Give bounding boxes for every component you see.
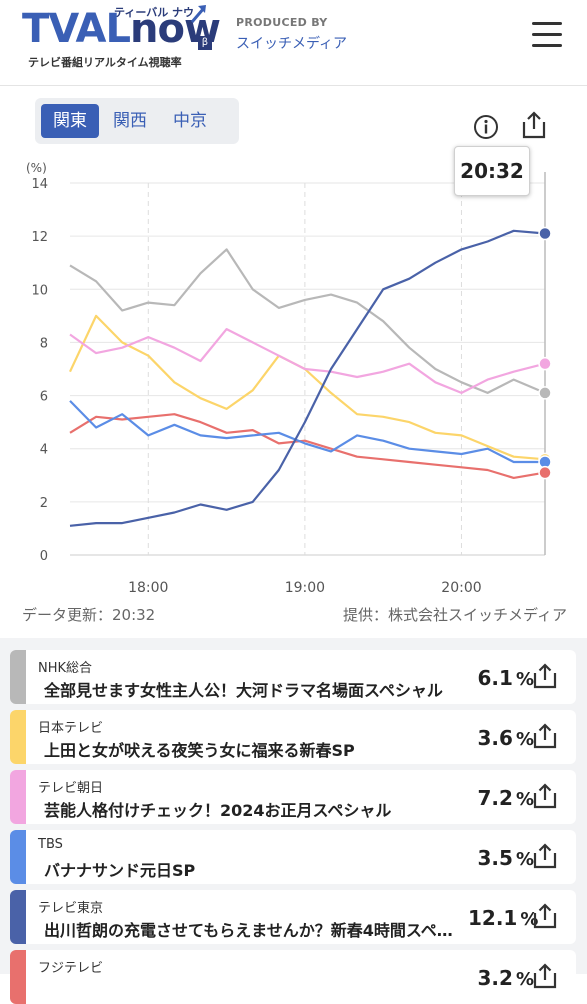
region-tab[interactable]: 関西 (113, 111, 147, 131)
series-end-marker (538, 356, 552, 371)
y-tick-label: 2 (40, 496, 48, 511)
rating-value: 6.1% (477, 666, 534, 690)
x-tick-label: 19:00 (285, 580, 325, 596)
station-color-bar (10, 830, 26, 884)
program-card[interactable]: フジテレビ 3.2% (10, 950, 576, 1004)
program-card[interactable]: TBS バナナサンド元日SP 3.5% (10, 830, 576, 884)
program-card[interactable]: テレビ東京出川哲朗の充電させてもらえませんか？新春4時間スペシャル 12.1% (10, 890, 576, 944)
rating-value: 12.1% (468, 906, 539, 930)
tval-now-logo[interactable]: TVALnow ティーバル ナウ β テレビ番組リアルタイム視聴率 (22, 4, 222, 74)
provider-text: 提供：株式会社スイッチメディア (343, 606, 567, 624)
region-tabs: 関東 関西 中京 (35, 98, 239, 144)
produced-by-label: PRODUCED BY (236, 16, 328, 29)
ratings-line-chart[interactable]: 0 2 4 6 8 10 12 14 (%) 18:00 19:00 20:00 (0, 150, 587, 600)
program-card[interactable]: NHK総合全部見せます女性主人公！大河ドラマ名場面スペシャル 6.1% (10, 650, 576, 704)
station-name: テレビ朝日 (38, 781, 104, 796)
produced-by-name[interactable]: スイッチメディア (236, 36, 348, 52)
region-tab[interactable]: 中京 (173, 111, 207, 131)
station-name: TBS (38, 837, 63, 852)
series-line (69, 400, 545, 464)
rating-value: 7.2% (477, 786, 534, 810)
region-tab[interactable]: 関東 (41, 104, 99, 138)
y-axis-label: (%) (26, 161, 47, 175)
station-color-bar (10, 890, 26, 944)
station-name: NHK総合 (38, 661, 93, 676)
program-card[interactable]: 日本テレビ上田と女が吠える夜笑う女に福来る新春SP 3.6% (10, 710, 576, 764)
program-list: NHK総合全部見せます女性主人公！大河ドラマ名場面スペシャル 6.1% 日本テレビ上… (0, 638, 587, 1004)
produced-by: PRODUCED BY スイッチメディア (236, 16, 347, 53)
y-tick-label: 10 (31, 283, 48, 298)
x-tick-label: 20:00 (441, 580, 481, 596)
logo-subtitle: テレビ番組リアルタイム視聴率 (28, 56, 182, 69)
share-icon[interactable] (532, 662, 558, 690)
station-color-bar (10, 650, 26, 704)
app-header: TVALnow ティーバル ナウ β テレビ番組リアルタイム視聴率 PRODUC… (0, 0, 587, 86)
program-title: 全部見せます女性主人公！大河ドラマ名場面スペシャル (44, 681, 443, 700)
share-icon[interactable] (532, 782, 558, 810)
share-icon[interactable] (532, 902, 558, 930)
rating-value: 3.5% (477, 846, 534, 870)
info-icon[interactable] (473, 114, 499, 140)
station-name: 日本テレビ (38, 721, 104, 736)
y-tick-label: 8 (40, 336, 48, 351)
series-end-marker (538, 465, 552, 480)
y-tick-label: 6 (40, 390, 48, 405)
logo-kana: ティーバル ナウ (114, 6, 195, 19)
station-name: フジテレビ (38, 961, 104, 976)
rating-value: 3.2% (477, 966, 534, 990)
current-time-badge: 20:32 (454, 146, 530, 196)
station-color-bar (10, 710, 26, 764)
series-line (69, 413, 546, 479)
y-tick-label: 4 (40, 443, 48, 458)
series-line (69, 248, 546, 394)
station-name: テレビ東京 (38, 901, 104, 916)
y-tick-label: 12 (31, 230, 48, 245)
share-icon[interactable] (532, 722, 558, 750)
data-updated-text: データ更新：20:32 (22, 606, 156, 624)
program-title: 出川哲朗の充電させてもらえませんか？新春4時間スペシャル (44, 921, 464, 940)
series-end-marker (538, 226, 552, 241)
program-title: 芸能人格付けチェック！2024お正月スペシャル (44, 801, 392, 820)
series-line (69, 328, 546, 394)
station-color-bar (10, 770, 26, 824)
logo-wordmark: TVALnow (22, 6, 221, 52)
hamburger-menu-icon[interactable] (530, 22, 564, 50)
logo-beta: β (198, 36, 212, 50)
share-icon[interactable] (532, 842, 558, 870)
share-icon[interactable] (532, 962, 558, 990)
rating-value: 3.6% (477, 726, 534, 750)
x-tick-label: 18:00 (128, 580, 168, 596)
program-title: 上田と女が吠える夜笑う女に福来る新春SP (44, 741, 355, 760)
share-icon[interactable] (520, 110, 548, 140)
series-line (69, 229, 546, 527)
program-title: バナナサンド元日SP (44, 861, 196, 880)
y-tick-label: 14 (31, 177, 48, 192)
program-card[interactable]: テレビ朝日芸能人格付けチェック！2024お正月スペシャル 7.2% (10, 770, 576, 824)
y-tick-label: 0 (40, 549, 48, 564)
station-color-bar (10, 950, 26, 1004)
series-end-marker (538, 386, 552, 400)
logo-arrow-icon (190, 5, 206, 23)
